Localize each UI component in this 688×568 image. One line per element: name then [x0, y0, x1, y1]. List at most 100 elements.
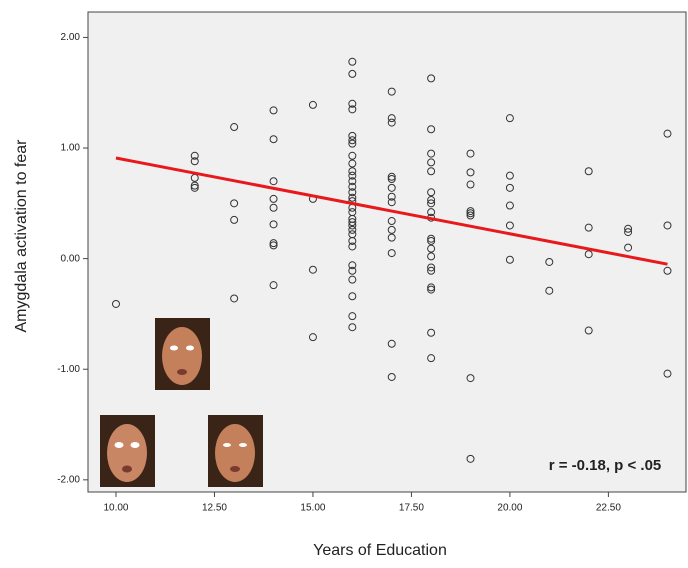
point [505, 221, 514, 230]
point [230, 215, 239, 224]
plot-area [87, 11, 687, 493]
point [387, 192, 396, 201]
point [427, 199, 436, 208]
point [466, 374, 475, 383]
point [348, 221, 357, 230]
point [348, 182, 357, 191]
point [427, 236, 436, 245]
point [505, 171, 514, 180]
face-photo [208, 415, 263, 487]
point [387, 233, 396, 242]
annotation: r = -0.18, p < .05 [549, 457, 662, 474]
point [466, 149, 475, 158]
point [230, 123, 239, 132]
point [308, 265, 317, 274]
point [308, 333, 317, 342]
point [308, 100, 317, 109]
point [230, 294, 239, 303]
point [663, 129, 672, 138]
point [427, 252, 436, 261]
point [348, 167, 357, 176]
point [348, 131, 357, 140]
point [190, 151, 199, 160]
point [269, 194, 278, 203]
point [584, 167, 593, 176]
point [348, 323, 357, 332]
point [427, 149, 436, 158]
point [348, 99, 357, 108]
point [624, 224, 633, 233]
x-tick-label: 10.00 [103, 503, 128, 514]
point [190, 183, 199, 192]
point [269, 220, 278, 229]
point [387, 172, 396, 181]
point [427, 158, 436, 167]
y-tick-label: -1.00 [57, 364, 80, 375]
point [427, 263, 436, 272]
point [387, 198, 396, 207]
point [348, 218, 357, 227]
point [348, 136, 357, 145]
face-photo [100, 415, 155, 487]
y-tick-label: 1.00 [61, 143, 81, 154]
x-axis-label: Years of Education [313, 542, 447, 559]
point [584, 326, 593, 335]
point [348, 242, 357, 251]
point [269, 239, 278, 248]
point [348, 177, 357, 186]
y-tick-label: 0.00 [61, 253, 81, 264]
point [584, 250, 593, 259]
point [387, 87, 396, 96]
point [269, 177, 278, 186]
point [230, 199, 239, 208]
point [427, 285, 436, 294]
point [466, 168, 475, 177]
point [269, 106, 278, 115]
point [348, 57, 357, 66]
point [348, 225, 357, 234]
point [466, 207, 475, 216]
point [624, 243, 633, 252]
point [387, 217, 396, 226]
y-tick-label: -2.00 [57, 474, 80, 485]
fit-line [115, 156, 668, 266]
point [190, 181, 199, 190]
point [545, 257, 554, 266]
point [348, 261, 357, 270]
point [387, 175, 396, 184]
point [427, 283, 436, 292]
point [111, 299, 120, 308]
point [348, 151, 357, 160]
face-photo [155, 318, 210, 390]
point [427, 196, 436, 205]
point [269, 241, 278, 250]
y-axis-label: Amygdala activation to fear [13, 139, 30, 333]
point [505, 201, 514, 210]
point [427, 167, 436, 176]
point [348, 171, 357, 180]
point [387, 183, 396, 192]
point [427, 125, 436, 134]
point [348, 139, 357, 148]
point [269, 203, 278, 212]
point [387, 339, 396, 348]
point [348, 236, 357, 245]
point [427, 266, 436, 275]
point [466, 211, 475, 220]
x-tick-label: 12.50 [202, 503, 227, 514]
point [190, 157, 199, 166]
y-tick-label: 2.00 [61, 32, 81, 43]
point [427, 234, 436, 243]
point [387, 225, 396, 234]
point [545, 286, 554, 295]
point [663, 369, 672, 378]
point [348, 188, 357, 197]
point [427, 188, 436, 197]
x-tick-label: 15.00 [300, 503, 325, 514]
point [466, 454, 475, 463]
point [348, 105, 357, 114]
point [348, 275, 357, 284]
x-tick-label: 17.50 [399, 503, 424, 514]
x-tick-label: 22.50 [596, 503, 621, 514]
